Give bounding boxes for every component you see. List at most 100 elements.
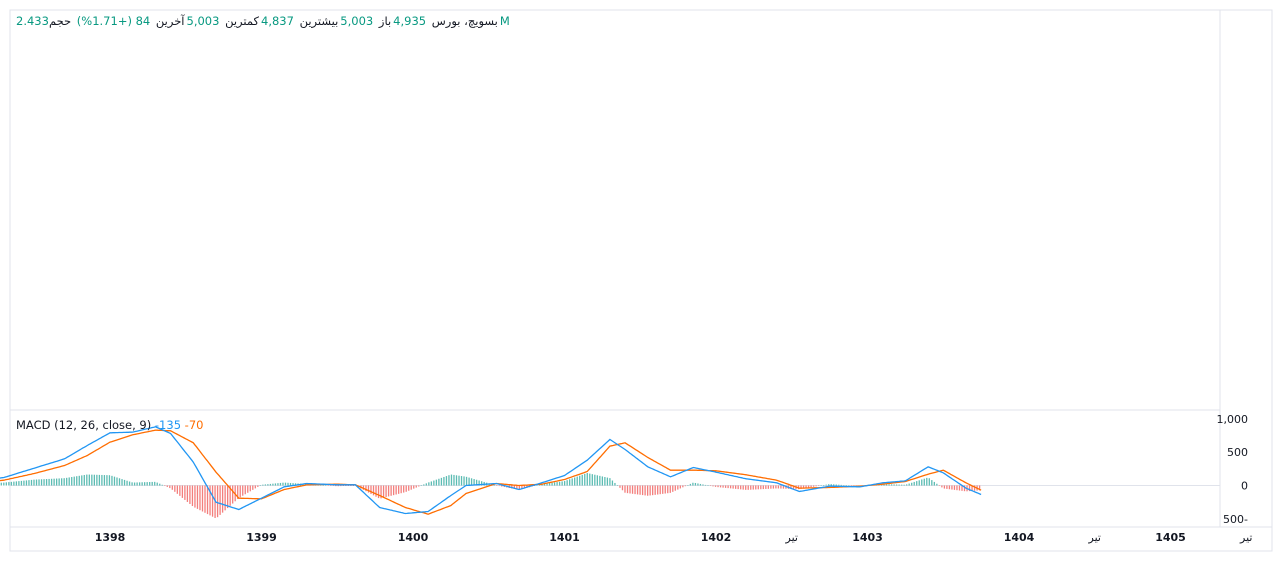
macd-histogram-bar: [953, 485, 956, 490]
macd-histogram-bar: [848, 485, 850, 486]
macd-histogram-bar: [264, 484, 267, 486]
macd-histogram-bar: [810, 485, 812, 488]
macd-histogram-bar: [392, 485, 395, 496]
macd-histogram-bar: [765, 485, 767, 489]
time-axis-label: تیر: [785, 531, 798, 544]
time-axis-label: 1404: [1004, 531, 1035, 544]
macd-histogram-bar: [480, 481, 483, 486]
macd-histogram-bar: [259, 485, 261, 486]
chart-frame: [9, 9, 1273, 552]
macd-histogram-bar: [350, 485, 352, 486]
macd-histogram-bar: [123, 479, 126, 486]
macd-histogram-bar: [237, 485, 239, 499]
macd-histogram-bar: [616, 485, 619, 486]
open-value: 4,935: [393, 14, 427, 28]
macd-histogram-bar: [619, 485, 621, 488]
macd-histogram-bar: [279, 482, 282, 486]
macd-histogram-bar: [473, 479, 475, 486]
time-axis-label: 1400: [398, 531, 429, 544]
macd-histogram-bar: [20, 480, 23, 486]
macd-histogram-bar: [561, 481, 563, 486]
macd-histogram-bar: [337, 485, 339, 487]
macd-histogram-bar: [732, 485, 734, 489]
macd-histogram-bar: [679, 485, 681, 489]
macd-histogram-bar: [951, 485, 953, 490]
macd-histogram-bar: [823, 485, 825, 486]
macd-histogram-bar: [626, 485, 629, 494]
macd-histogram-bar: [639, 485, 641, 495]
macd-line: [0, 426, 982, 515]
macd-histogram-bar: [58, 478, 60, 486]
macd-histogram-bar: [963, 485, 966, 492]
macd-histogram-bar: [186, 485, 189, 502]
macd-histogram-bar: [433, 480, 435, 486]
macd-histogram-bar: [890, 484, 893, 486]
macd-histogram-bar: [73, 476, 75, 486]
macd-histogram-bar: [40, 479, 43, 486]
macd-histogram-bar: [91, 474, 93, 486]
macd-histogram-bar: [277, 483, 279, 486]
macd-histogram-bar: [38, 479, 40, 486]
macd-histogram-bar: [408, 485, 410, 491]
macd-histogram-bar: [614, 482, 616, 486]
time-axis-label: 1405: [1155, 531, 1186, 544]
macd-histogram-bar: [883, 484, 885, 486]
macd-histogram-bar: [267, 484, 269, 486]
macd-histogram-bar: [330, 485, 332, 486]
macd-histogram-bar: [179, 485, 181, 496]
macd-histogram-bar: [206, 485, 209, 515]
macd-histogram-bar: [415, 485, 417, 488]
macd-histogram-bar: [196, 485, 199, 509]
macd-histogram-bar: [244, 485, 246, 495]
macd-histogram-bar: [596, 475, 598, 486]
macd-histogram-bar: [667, 485, 669, 494]
macd-histogram-bar: [141, 482, 143, 486]
macd-histogram-bar: [418, 485, 420, 487]
macd-histogram-bar: [664, 485, 666, 494]
macd-histogram-bar: [737, 485, 739, 490]
macd-histogram-bar: [50, 478, 53, 486]
macd-histogram-bar: [659, 485, 661, 495]
macd-title[interactable]: MACD (12, 26, close, 9): [16, 418, 152, 432]
macd-histogram-bar: [332, 485, 334, 486]
macd-histogram-bar: [893, 484, 895, 486]
macd-histogram-bar: [428, 482, 430, 486]
macd-histogram-bar: [833, 484, 835, 486]
macd-histogram-bar: [719, 485, 722, 488]
macd-histogram-bar: [460, 476, 463, 486]
macd-histogram-bar: [757, 485, 759, 490]
macd-histogram-bar: [956, 485, 958, 491]
macd-histogram-bar: [566, 480, 568, 486]
symbol-name[interactable]: بسویچ، بورس: [431, 14, 498, 28]
macd-histogram-bar: [669, 485, 671, 493]
macd-histogram-bar: [204, 485, 206, 513]
macd-histogram-bar: [96, 474, 98, 486]
time-axis-label: تیر: [1239, 531, 1252, 544]
macd-histogram-bar: [398, 485, 400, 494]
macd-histogram-bar: [745, 485, 747, 490]
macd-histogram-bar: [166, 485, 168, 487]
macd-histogram-bar: [913, 481, 915, 486]
macd-histogram-bar: [53, 478, 55, 486]
macd-histogram-bar: [649, 485, 651, 496]
macd-histogram-bar: [903, 484, 905, 486]
macd-histogram-bar: [752, 485, 754, 490]
macd-histogram-bar: [906, 484, 908, 486]
open-label: باز: [378, 14, 392, 28]
macd-histogram-bar: [68, 477, 70, 486]
macd-histogram-bar: [455, 475, 458, 486]
macd-histogram-bar: [584, 473, 586, 486]
macd-histogram-bar: [496, 485, 498, 486]
macd-histogram-bar: [727, 485, 729, 489]
macd-histogram-bar: [63, 478, 65, 486]
macd-histogram-bar: [274, 483, 277, 486]
macd-histogram-bar: [755, 485, 757, 490]
macd-histogram-bar: [722, 485, 724, 488]
macd-histogram-bar: [581, 474, 583, 486]
macd-histogram-bar: [807, 485, 810, 488]
macd-axis-label: 1,000: [1217, 413, 1249, 426]
macd-histogram-bar: [611, 480, 614, 486]
macd-histogram-bar: [948, 485, 951, 490]
